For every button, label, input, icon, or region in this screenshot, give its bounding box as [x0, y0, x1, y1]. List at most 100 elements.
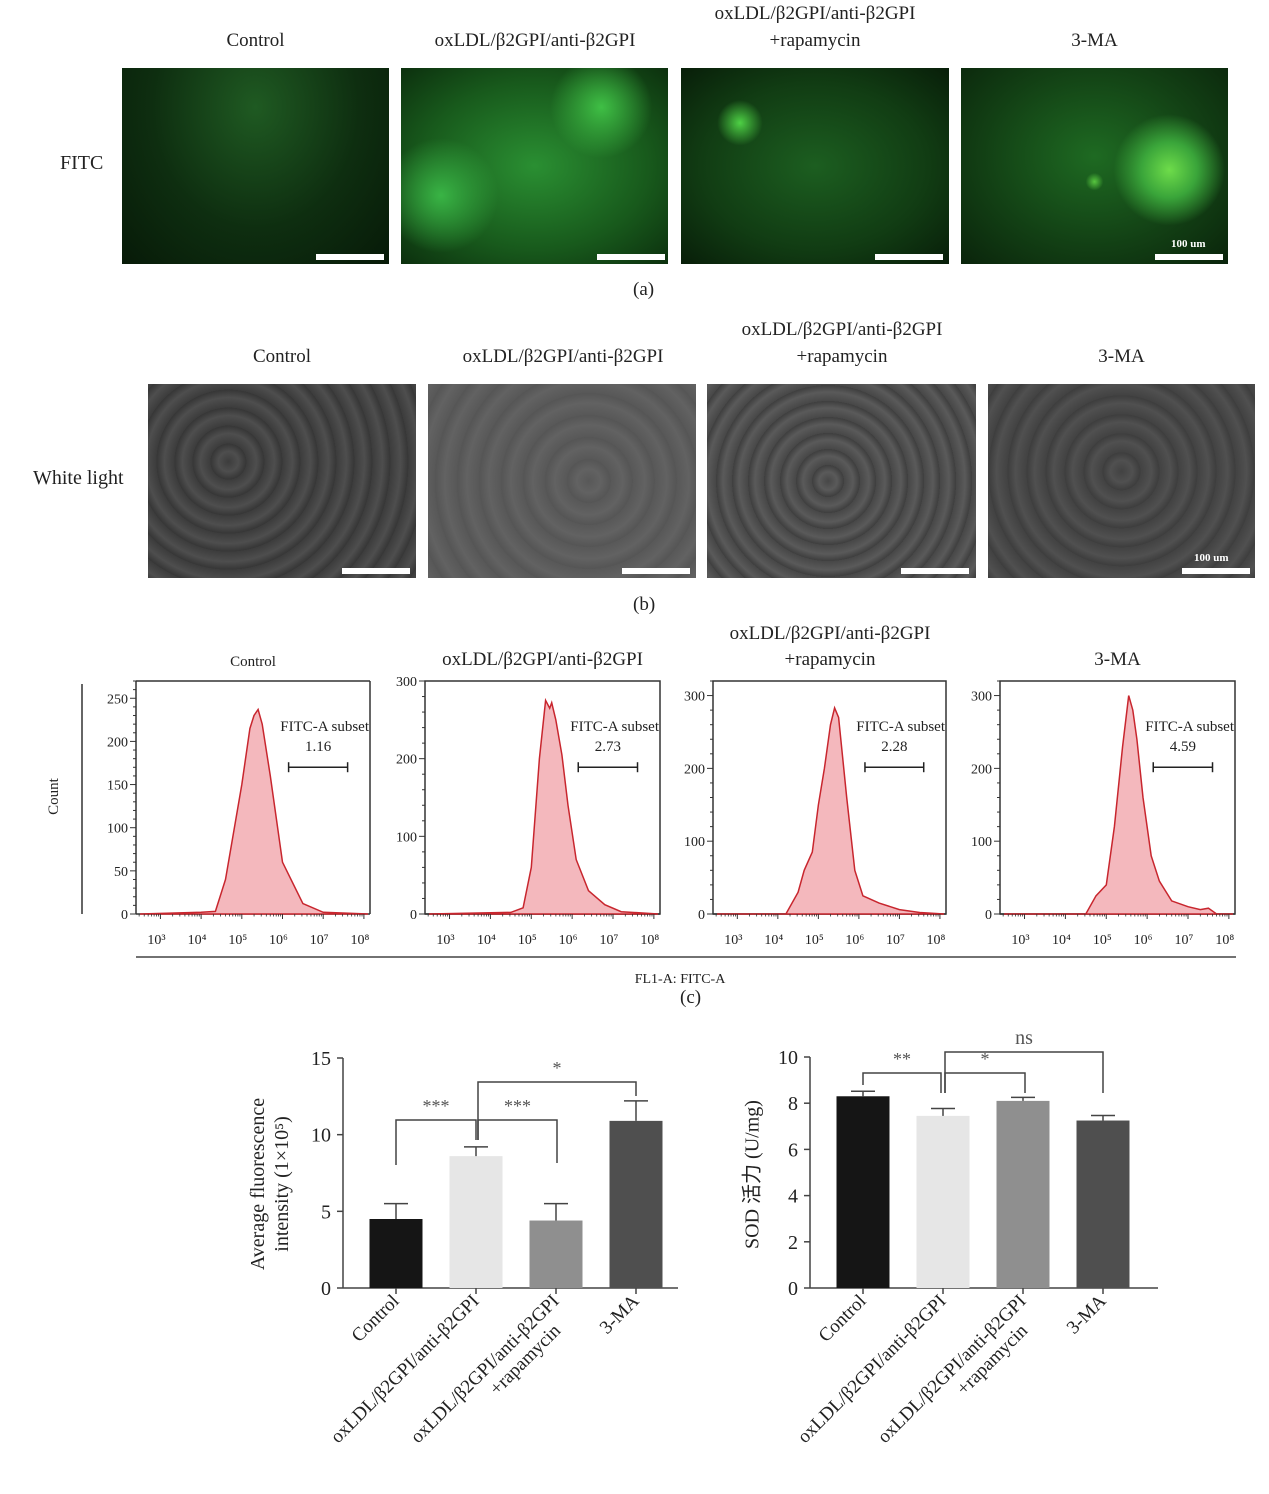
bar1-ylabel-line1: Average fluorescence	[247, 1097, 269, 1271]
scale-bar	[316, 254, 384, 260]
bar	[836, 1096, 890, 1288]
scale-bar	[622, 568, 690, 574]
x-tick-label: 10⁴	[1052, 933, 1071, 948]
x-tick-label: 10⁶	[1134, 933, 1153, 948]
y-tick-label: 50	[114, 865, 128, 880]
flow-histogram-1: 0 50 100 150 200 250 10³ 10⁴ 10⁵ 10⁶ 10⁷ 10⁸ FITC-A …	[107, 680, 371, 948]
significance-label: *	[553, 1058, 562, 1078]
flow-title-2: oxLDL/β2GPI/anti-β2GPI	[442, 649, 643, 670]
histogram-area	[1004, 695, 1233, 915]
y-tick-label: 10	[311, 1125, 331, 1147]
x-tick-label: 10³	[147, 933, 165, 948]
fitc-image-3ma: 100 um	[961, 68, 1228, 264]
significance-label: ***	[423, 1096, 450, 1116]
category-label: 3-MA	[1063, 1290, 1111, 1338]
gate-label: FITC-A subset	[856, 719, 946, 735]
scale-label: 100 um	[1171, 238, 1206, 250]
x-tick-label: 10³	[724, 933, 742, 948]
x-tick-label: 10⁸	[350, 933, 369, 948]
histogram-area	[140, 707, 369, 915]
x-tick-label: 10⁶	[269, 933, 288, 948]
y-tick-label: 200	[684, 762, 705, 777]
x-tick-label: 10⁴	[477, 933, 496, 948]
y-tick-label: 100	[107, 822, 128, 837]
significance-bracket	[862, 1072, 942, 1093]
gate-value: 4.59	[1170, 739, 1196, 755]
x-tick-label: 10⁷	[600, 933, 619, 948]
flow-xlabel: FL1-A: FITC-A	[634, 972, 726, 987]
y-tick-label: 300	[684, 690, 705, 705]
significance-bracket	[477, 1081, 637, 1140]
x-tick-label: 10⁸	[1215, 933, 1234, 948]
flow-title-4: 3-MA	[1094, 649, 1141, 670]
bar	[449, 1156, 503, 1288]
x-tick-label: 10³	[1011, 933, 1029, 948]
fitc-image-oxldl	[401, 68, 668, 264]
x-tick-label: 10⁵	[805, 933, 824, 948]
bar	[996, 1100, 1050, 1288]
panel-b-col-label-3b: +rapamycin	[796, 346, 888, 367]
y-tick-label: 15	[311, 1048, 331, 1070]
y-tick-label: 8	[788, 1093, 798, 1115]
category-label: oxLDL/β2GPI/anti-β2GPI+rapamycin	[874, 1291, 1046, 1463]
y-tick-label: 150	[107, 779, 128, 794]
y-tick-label: 10	[778, 1047, 798, 1069]
bar-charts: 051015ControloxLDL/β2GPI/anti-β2GPIoxLDL…	[311, 1027, 1158, 1463]
x-tick-label: 10⁶	[845, 933, 864, 948]
x-tick-label: 10⁷	[886, 933, 905, 948]
panel-a-col-label-4: 3-MA	[1071, 30, 1118, 51]
x-tick-label: 10⁵	[228, 933, 247, 948]
bar2-ylabel: SOD 活力 (U/mg)	[741, 1100, 764, 1249]
scale-bar	[597, 254, 665, 260]
bar	[916, 1115, 970, 1288]
panel-b-row-label: White light	[33, 467, 124, 489]
significance-bracket	[395, 1119, 477, 1165]
x-tick-label: 10³	[436, 933, 454, 948]
scale-label: 100 um	[1194, 552, 1229, 564]
gate-label: FITC-A subset	[570, 719, 660, 735]
scale-bar	[342, 568, 410, 574]
flow-title-1: Control	[230, 654, 276, 670]
significance-bracket	[944, 1051, 1104, 1093]
significance-label: ns	[1015, 1027, 1033, 1049]
significance-label: *	[981, 1049, 990, 1069]
category-label: oxLDL/β2GPI/anti-β2GPI	[327, 1291, 484, 1448]
bar	[1076, 1120, 1130, 1288]
x-tick-label: 10⁷	[310, 933, 329, 948]
flow-histogram-4: 0 100 200 300 10³ 10⁴ 10⁵ 10⁶ 10⁷ 10⁸ FITC-A subse…	[971, 680, 1236, 948]
y-tick-label: 0	[410, 908, 417, 923]
y-tick-label: 6	[788, 1139, 798, 1161]
brightfield-image-3ma: 100 um	[988, 384, 1255, 578]
category-label: 3-MA	[596, 1290, 644, 1338]
y-tick-label: 100	[971, 835, 992, 850]
flow-title-3: oxLDL/β2GPI/anti-β2GPI	[729, 623, 931, 644]
count-axis-label: Count	[45, 778, 62, 815]
y-tick-label: 2	[788, 1232, 798, 1254]
bar	[609, 1120, 663, 1288]
y-tick-label: 4	[788, 1186, 798, 1208]
y-tick-label: 200	[971, 762, 992, 777]
y-tick-label: 300	[971, 690, 992, 705]
gate-value: 2.28	[881, 739, 907, 755]
significance-label: **	[893, 1049, 911, 1069]
x-tick-label: 10⁸	[926, 933, 945, 948]
gate-label: FITC-A subset	[280, 719, 370, 735]
scale-bar	[875, 254, 943, 260]
category-label: oxLDL/β2GPI/anti-β2GPI	[794, 1291, 951, 1448]
x-tick-label: 10⁴	[764, 933, 783, 948]
histogram-area	[717, 705, 945, 915]
gate-value: 1.16	[305, 739, 332, 755]
y-tick-label: 100	[684, 835, 705, 850]
significance-bracket	[944, 1072, 1026, 1093]
bar	[369, 1219, 423, 1288]
scale-bar	[1155, 254, 1223, 260]
category-label: Control	[348, 1291, 404, 1347]
bar-chart-1: 0 5 10 15 ControloxLDL/β2GPI/anti-β2GPIoxLDL…	[311, 1048, 678, 1448]
fitc-image-rapamycin	[681, 68, 949, 264]
x-tick-label: 10⁵	[1093, 933, 1112, 948]
panel-b-col-label-4: 3-MA	[1098, 346, 1145, 367]
brightfield-image-rapamycin	[707, 384, 976, 578]
scale-bar	[1182, 568, 1250, 574]
y-tick-label: 200	[396, 753, 417, 768]
y-tick-label: 0	[788, 1278, 798, 1300]
